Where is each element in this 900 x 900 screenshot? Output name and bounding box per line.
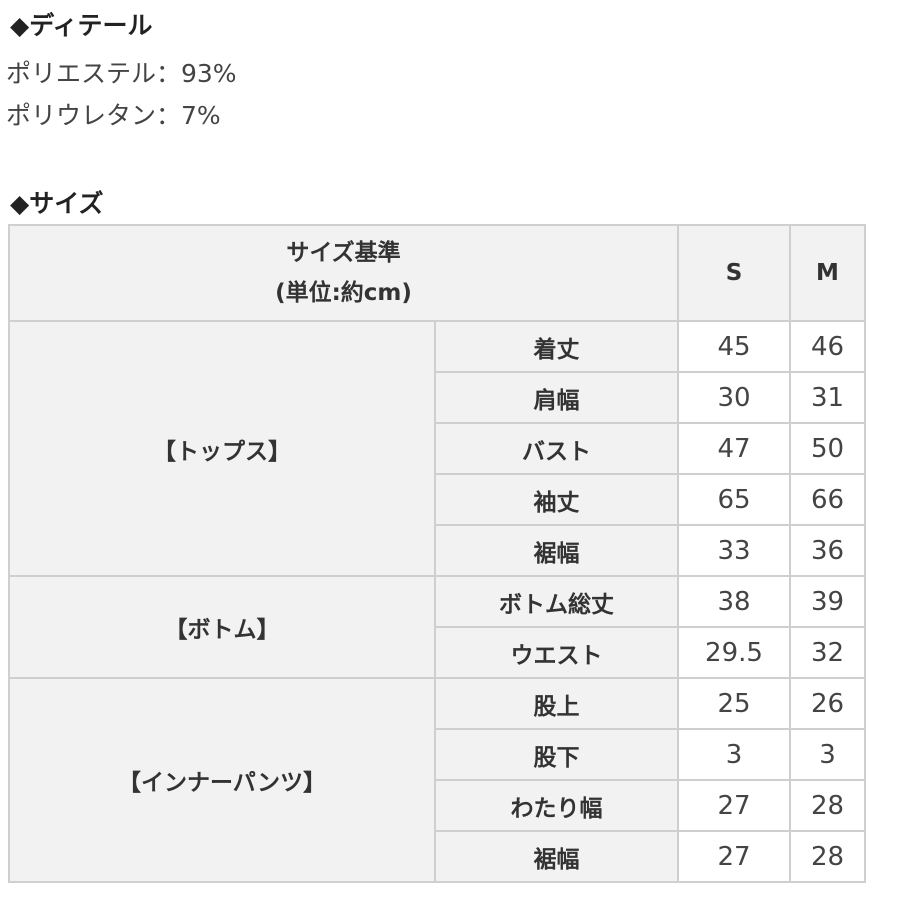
value-s: 27 (677, 779, 791, 832)
value-s: 25 (677, 677, 791, 730)
value-m: 50 (789, 422, 866, 475)
value-s: 38 (677, 575, 791, 628)
detail-heading: ◆ディテール (10, 11, 153, 40)
table-row: わたり幅 27 28 (9, 779, 866, 832)
table-row: ウエスト 29.5 32 (9, 626, 866, 679)
header-unit: (単位:約cm) (275, 280, 412, 306)
value-m: 31 (789, 371, 866, 424)
table-row: 【ボトム】 ボトム総丈 38 39 (8, 575, 866, 679)
table-row: 肩幅 30 31 (9, 371, 866, 424)
header-title: サイズ基準 (286, 240, 401, 266)
measure-label: ウエスト (434, 626, 679, 679)
value-s: 65 (677, 473, 791, 526)
measure-label: 着丈 (434, 320, 679, 373)
value-s: 33 (677, 524, 791, 577)
value-m: 36 (789, 524, 866, 577)
value-m: 46 (789, 320, 866, 373)
measure-label: バスト (434, 422, 679, 475)
measure-label: ボトム総丈 (434, 575, 679, 628)
table-row: 裾幅 27 28 (9, 830, 866, 883)
measure-label: 袖丈 (434, 473, 679, 526)
table-row: 【トップス】 着丈 45 46 (8, 320, 866, 577)
measure-label: 肩幅 (434, 371, 679, 424)
value-m: 28 (789, 779, 866, 832)
measure-label: 股上 (434, 677, 679, 730)
value-m: 32 (789, 626, 866, 679)
size-table: サイズ基準 (単位:約cm) S M 【トップス】 着丈 45 46 肩幅 30 31 バスト 4… (8, 224, 866, 883)
value-m: 26 (789, 677, 866, 730)
table-row: バスト 47 50 (9, 422, 866, 475)
group-label: 【インナーパンツ】 (8, 677, 436, 883)
measure-label: わたり幅 (434, 779, 679, 832)
table-row: 袖丈 65 66 (9, 473, 866, 526)
measure-label: 股下 (434, 728, 679, 781)
value-s: 3 (677, 728, 791, 781)
group-label: 【トップス】 (8, 320, 436, 577)
value-s: 27 (677, 830, 791, 883)
value-s: 29.5 (677, 626, 791, 679)
table-row: 股下 3 3 (9, 728, 866, 781)
measure-label: 裾幅 (434, 830, 679, 883)
header-criteria: サイズ基準 (単位:約cm) (8, 224, 679, 322)
header-size-m: M (789, 224, 866, 322)
value-m: 66 (789, 473, 866, 526)
value-s: 47 (677, 422, 791, 475)
value-m: 39 (789, 575, 866, 628)
size-heading: ◆サイズ (10, 189, 104, 218)
header-size-s: S (677, 224, 791, 322)
value-m: 28 (789, 830, 866, 883)
value-m: 3 (789, 728, 866, 781)
value-s: 30 (677, 371, 791, 424)
material-line: ポリエステル：93% (6, 59, 237, 88)
group-label: 【ボトム】 (8, 575, 436, 679)
measure-label: 裾幅 (434, 524, 679, 577)
value-s: 45 (677, 320, 791, 373)
table-row: 【インナーパンツ】 股上 25 26 (8, 677, 866, 883)
table-row: 裾幅 33 36 (9, 524, 866, 577)
material-line: ポリウレタン：7% (6, 101, 221, 130)
